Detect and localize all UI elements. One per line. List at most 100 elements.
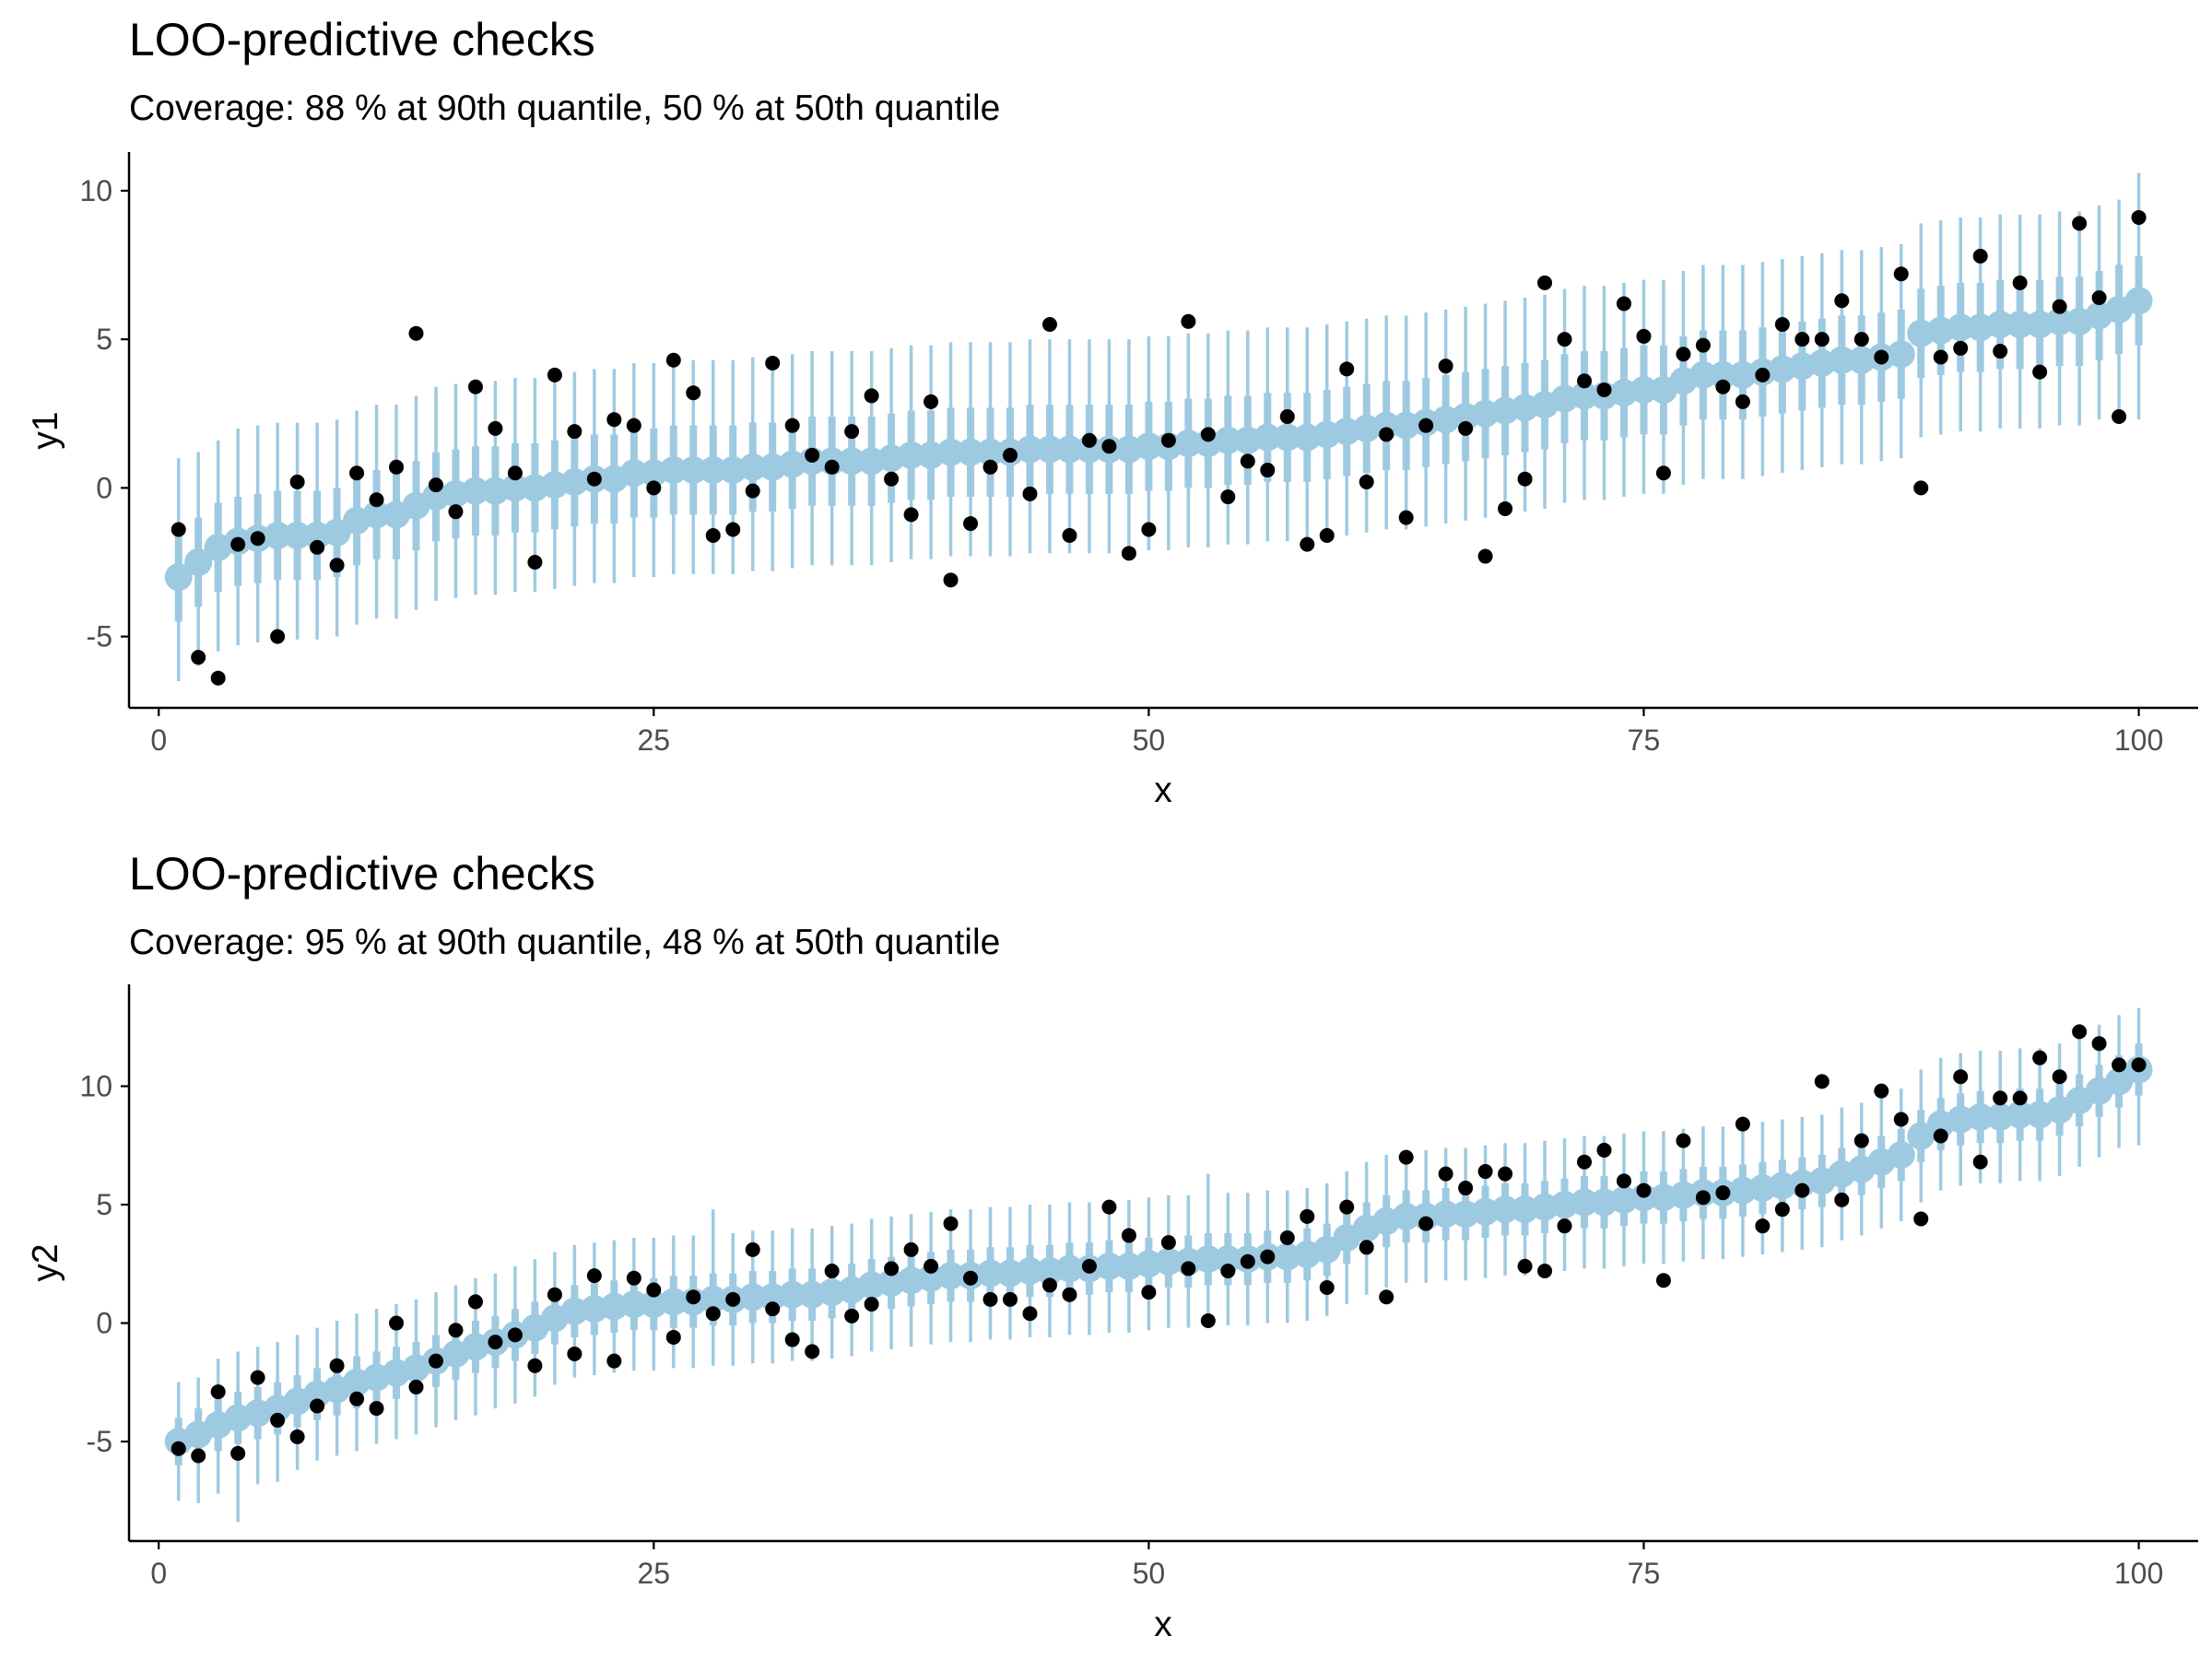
observed-point — [1022, 1306, 1038, 1322]
observed-point — [428, 1353, 443, 1369]
median-point — [1016, 435, 1044, 464]
median-point — [1947, 313, 1975, 342]
observed-point — [1121, 1228, 1136, 1243]
chart-subtitle: Coverage: 95 % at 90th quantile, 48 % at… — [129, 923, 1000, 962]
observed-point — [943, 572, 959, 588]
observed-point — [1200, 427, 1216, 442]
median-point — [957, 438, 985, 466]
observed-point — [448, 1323, 464, 1338]
x-axis-title: x — [1154, 771, 1172, 810]
observed-point — [903, 507, 919, 523]
y-tick-label: 10 — [79, 174, 112, 207]
median-point — [738, 1283, 767, 1312]
observed-point — [924, 1258, 939, 1274]
outer-intervals — [176, 172, 2141, 681]
y-tick-label: 10 — [79, 1070, 112, 1103]
observed-point — [527, 1358, 543, 1373]
observed-point — [1160, 432, 1176, 448]
observed-point — [488, 1335, 503, 1350]
median-point — [778, 1280, 806, 1309]
median-point — [838, 447, 866, 476]
observed-point — [1220, 489, 1236, 505]
observed-point — [1279, 1230, 1295, 1246]
observed-point — [1616, 296, 1631, 312]
observed-point — [1041, 317, 1057, 333]
observed-point — [1853, 1133, 1869, 1148]
observed-point — [408, 1379, 424, 1394]
observed-point — [963, 516, 979, 532]
median-points — [164, 1055, 2153, 1456]
y-tick-label: 0 — [96, 1307, 112, 1340]
observed-point — [1101, 1199, 1117, 1215]
observed-point — [250, 531, 265, 547]
observed-point — [1498, 500, 1513, 516]
median-point — [500, 474, 529, 502]
observed-point — [2131, 1057, 2147, 1073]
observed-point — [884, 471, 900, 487]
observed-point — [1814, 332, 1830, 347]
y-tick-label: 0 — [96, 471, 112, 504]
observed-point — [1735, 1116, 1750, 1132]
observed-point — [1834, 293, 1850, 309]
observed-point — [1933, 349, 1948, 365]
observed-point — [1141, 522, 1157, 537]
observed-point — [1319, 527, 1335, 543]
median-point — [1214, 1245, 1242, 1274]
observed-point — [1715, 1185, 1731, 1201]
observed-points — [171, 209, 2147, 686]
x-tick-label: 100 — [2114, 724, 2163, 757]
observed-point — [191, 1448, 206, 1464]
observed-point — [1477, 548, 1493, 564]
observed-point — [884, 1261, 900, 1277]
observed-point — [1577, 1154, 1593, 1170]
observed-point — [1101, 439, 1117, 454]
observed-point — [1141, 1285, 1157, 1300]
observed-point — [1319, 1279, 1335, 1295]
observed-point — [1953, 1069, 1969, 1085]
median-point — [1887, 340, 1915, 369]
observed-point — [1874, 1083, 1889, 1099]
observed-point — [646, 480, 662, 496]
observed-point — [1200, 1312, 1216, 1328]
observed-point — [626, 418, 641, 433]
observed-point — [745, 1241, 760, 1257]
median-point — [679, 456, 708, 485]
observed-point — [586, 471, 602, 487]
observed-point — [389, 459, 405, 475]
observed-point — [705, 527, 721, 543]
observed-point — [1676, 347, 1691, 362]
observed-point — [725, 522, 741, 537]
median-points — [164, 287, 2153, 592]
observed-point — [349, 465, 365, 481]
panel-y2: LOO-predictive checks Coverage: 95 % at … — [26, 848, 2198, 1644]
observed-point — [467, 1294, 483, 1310]
observed-point — [1695, 337, 1711, 353]
observed-point — [824, 459, 840, 475]
observed-point — [1993, 1090, 2008, 1106]
median-point — [2045, 307, 2074, 335]
median-point — [1986, 311, 2015, 339]
observed-point — [2012, 1090, 2028, 1106]
observed-point — [1022, 486, 1038, 501]
observed-point — [191, 650, 206, 665]
y-tick-label: 5 — [96, 323, 112, 356]
observed-point — [1220, 1263, 1236, 1278]
observed-point — [567, 424, 582, 440]
observed-point — [210, 1384, 226, 1400]
chart-title: LOO-predictive checks — [129, 848, 595, 900]
observed-point — [2091, 290, 2107, 306]
x-tick-label: 25 — [638, 724, 671, 757]
median-point — [976, 1259, 1005, 1288]
observed-point — [982, 459, 998, 475]
y-axis-title: y1 — [26, 411, 65, 449]
observed-point — [725, 1291, 741, 1307]
x-tick-label: 75 — [1628, 724, 1661, 757]
observed-point — [1458, 420, 1474, 436]
observed-point — [1972, 1154, 1988, 1170]
observed-point — [1913, 1211, 1929, 1227]
observed-point — [1379, 427, 1394, 442]
observed-point — [1003, 447, 1018, 463]
median-point — [1055, 1254, 1084, 1283]
